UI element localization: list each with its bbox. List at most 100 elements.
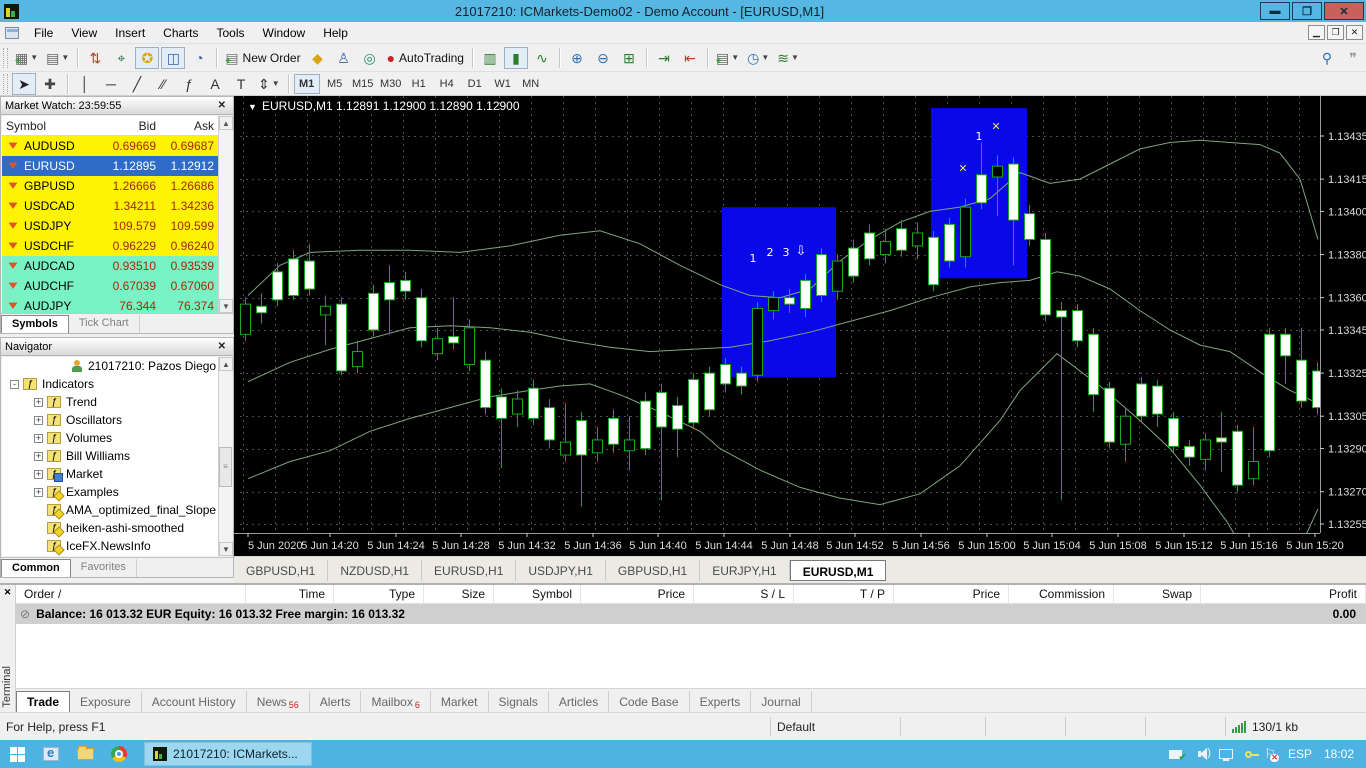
tab-common[interactable]: Common: [1, 559, 71, 577]
expand-icon[interactable]: +: [34, 486, 43, 497]
status-connection[interactable]: 130/1 kb: [1225, 717, 1366, 736]
terminal-tab-signals[interactable]: Signals: [489, 691, 549, 712]
symbol-row-audusd[interactable]: AUDUSD 0.69669 0.69687: [2, 136, 218, 156]
zoom-out-button[interactable]: ⊖: [591, 47, 615, 69]
chart-tab-6-eurusd-m1[interactable]: EURUSD,M1: [789, 560, 887, 581]
terminal-tab-experts[interactable]: Experts: [690, 691, 752, 712]
navigator-close-icon[interactable]: ✕: [217, 341, 226, 352]
action-center-icon[interactable]: ⚐: [1264, 746, 1279, 762]
menu-item-window[interactable]: Window: [262, 25, 306, 40]
navigator-toggle[interactable]: ✪: [135, 46, 160, 69]
chart-shift-button[interactable]: ⇤: [678, 47, 702, 69]
symbol-row-usdcad[interactable]: USDCAD 1.34211 1.34236: [2, 196, 218, 216]
symbol-row-usdjpy[interactable]: USDJPY 109.579 109.599: [2, 216, 218, 236]
tab-symbols[interactable]: Symbols: [1, 315, 69, 333]
chat-icon[interactable]: ❞: [1341, 47, 1365, 69]
chevron-down-icon[interactable]: ▼: [791, 53, 799, 62]
terminal-tab-alerts[interactable]: Alerts: [310, 691, 362, 712]
tile-windows-button[interactable]: ⊞: [617, 47, 641, 69]
vertical-line-button[interactable]: │: [73, 73, 97, 95]
chart-tab-1-nzdusd-h1[interactable]: NZDUSD,H1: [328, 559, 423, 581]
scroll-down-icon[interactable]: ▼: [219, 299, 233, 313]
chevron-down-icon[interactable]: ▼: [731, 53, 740, 62]
periods-button[interactable]: ◷ ▼: [744, 47, 772, 69]
strategy-tester-toggle[interactable]: ◔: [187, 47, 211, 69]
experts-button[interactable]: ♙: [332, 47, 356, 69]
metaeditor-button[interactable]: ◆: [306, 47, 330, 69]
scroll-up-icon[interactable]: ▲: [219, 357, 233, 371]
navigator-scrollbar[interactable]: ▲ ▼ ≡: [218, 357, 233, 556]
tab-tick-chart[interactable]: Tick Chart: [69, 315, 140, 333]
minimize-button[interactable]: ▬: [1260, 2, 1290, 20]
network-tray-icon[interactable]: [1219, 749, 1234, 761]
crosshair-button[interactable]: ✚: [38, 73, 62, 95]
terminal-tab-mailbox[interactable]: Mailbox 6: [361, 691, 431, 712]
chevron-down-icon[interactable]: ▼: [271, 79, 280, 88]
chevron-down-icon[interactable]: ▼: [761, 53, 770, 62]
data-window-toggle[interactable]: ⌖: [109, 47, 133, 69]
chart-tab-2-eurusd-h1[interactable]: EURUSD,H1: [422, 559, 517, 581]
menu-item-tools[interactable]: Tools: [216, 25, 245, 40]
chrome-icon[interactable]: [102, 740, 136, 768]
timeframe-m1[interactable]: M1: [293, 73, 320, 94]
menu-item-view[interactable]: View: [71, 25, 98, 40]
menu-item-insert[interactable]: Insert: [115, 25, 146, 40]
status-profile[interactable]: Default: [770, 717, 900, 736]
terminal-column-s-l[interactable]: S / L: [694, 585, 794, 603]
timeframe-h4[interactable]: H4: [439, 77, 454, 90]
terminal-tab-code-base[interactable]: Code Base: [609, 691, 690, 712]
terminal-column-order-[interactable]: Order /: [16, 585, 246, 603]
timeframe-m5[interactable]: M5: [327, 77, 343, 90]
terminal-tab-exposure[interactable]: Exposure: [70, 691, 142, 712]
autotrading-button[interactable]: ● AutoTrading: [384, 47, 467, 69]
terminal-column-profit[interactable]: Profit: [1201, 585, 1366, 603]
terminal-column-price[interactable]: Price: [894, 585, 1009, 603]
collapse-icon[interactable]: -: [10, 379, 19, 389]
shapes-button[interactable]: ⇕ ▼: [255, 73, 283, 95]
bar-chart-button[interactable]: ▥: [478, 47, 502, 69]
terminal-column-t-p[interactable]: T / P: [794, 585, 894, 603]
tree-item-market[interactable]: + ƒ Market: [34, 467, 103, 482]
menu-item-help[interactable]: Help: [323, 25, 348, 40]
symbol-row-audchf[interactable]: AUDCHF 0.67039 0.67060: [2, 276, 218, 296]
expand-icon[interactable]: +: [34, 432, 43, 443]
tree-item-bill-williams[interactable]: + ƒ Bill Williams: [34, 449, 130, 463]
scrollbar-thumb[interactable]: ≡: [219, 446, 232, 487]
terminal-column-symbol[interactable]: Symbol: [494, 585, 581, 603]
expand-icon[interactable]: +: [34, 450, 43, 461]
tab-favorites[interactable]: Favorites: [71, 559, 137, 577]
language-indicator[interactable]: ESP: [1287, 747, 1312, 761]
new-order-button[interactable]: ▤ + New Order: [222, 47, 303, 69]
tree-item-heiken-ashi-smoothed[interactable]: ƒ heiken-ashi-smoothed: [2, 519, 218, 537]
terminal-tab-market[interactable]: Market: [431, 691, 489, 712]
close-button[interactable]: ✕: [1324, 2, 1364, 20]
timeframe-w1[interactable]: W1: [494, 77, 511, 90]
timeframe-d1[interactable]: D1: [467, 77, 482, 90]
child-restore-button[interactable]: ❐: [1327, 25, 1344, 40]
expand-icon[interactable]: +: [34, 414, 43, 425]
timeframe-m15[interactable]: M15: [351, 77, 374, 90]
tree-item-icefx-newsinfo[interactable]: ƒ IceFX.NewsInfo: [2, 537, 218, 555]
terminal-column-type[interactable]: Type: [334, 585, 424, 603]
expand-icon[interactable]: +: [34, 468, 43, 479]
auto-scroll-button[interactable]: ⇥: [652, 47, 676, 69]
chart-canvas[interactable]: 1 2 3 ⇩ ✕ 1 ✕ 1.13435 1.13415 1.13400 1.13380 1.133…: [234, 96, 1366, 556]
market-watch-scrollbar[interactable]: ▲ ▼: [218, 116, 233, 313]
timeframe-mn[interactable]: MN: [522, 77, 540, 90]
expand-icon[interactable]: +: [34, 396, 43, 407]
symbol-row-usdchf[interactable]: USDCHF 0.96229 0.96240: [2, 236, 218, 256]
tree-item-21017210-pazos-diego[interactable]: 21017210: Pazos Diego: [2, 357, 218, 375]
restore-button[interactable]: ❐: [1292, 2, 1322, 20]
symbol-row-audcad[interactable]: AUDCAD 0.93510 0.93539: [2, 256, 218, 276]
chart-tab-3-usdjpy-h1[interactable]: USDJPY,H1: [516, 559, 606, 581]
terminal-column-size[interactable]: Size: [424, 585, 494, 603]
search-icon[interactable]: ⚲: [1315, 47, 1339, 69]
terminal-column-price[interactable]: Price: [581, 585, 694, 603]
trendline-button[interactable]: ╱: [125, 73, 149, 95]
symbol-row-eurusd[interactable]: EURUSD 1.12895 1.12912: [2, 156, 218, 176]
signals-button[interactable]: ◎: [358, 47, 382, 69]
file-explorer-icon[interactable]: [68, 740, 102, 768]
terminal-tab-articles[interactable]: Articles: [549, 691, 610, 712]
market-watch-close-icon[interactable]: ✕: [217, 100, 226, 111]
terminal-toggle[interactable]: ◫: [161, 46, 186, 69]
